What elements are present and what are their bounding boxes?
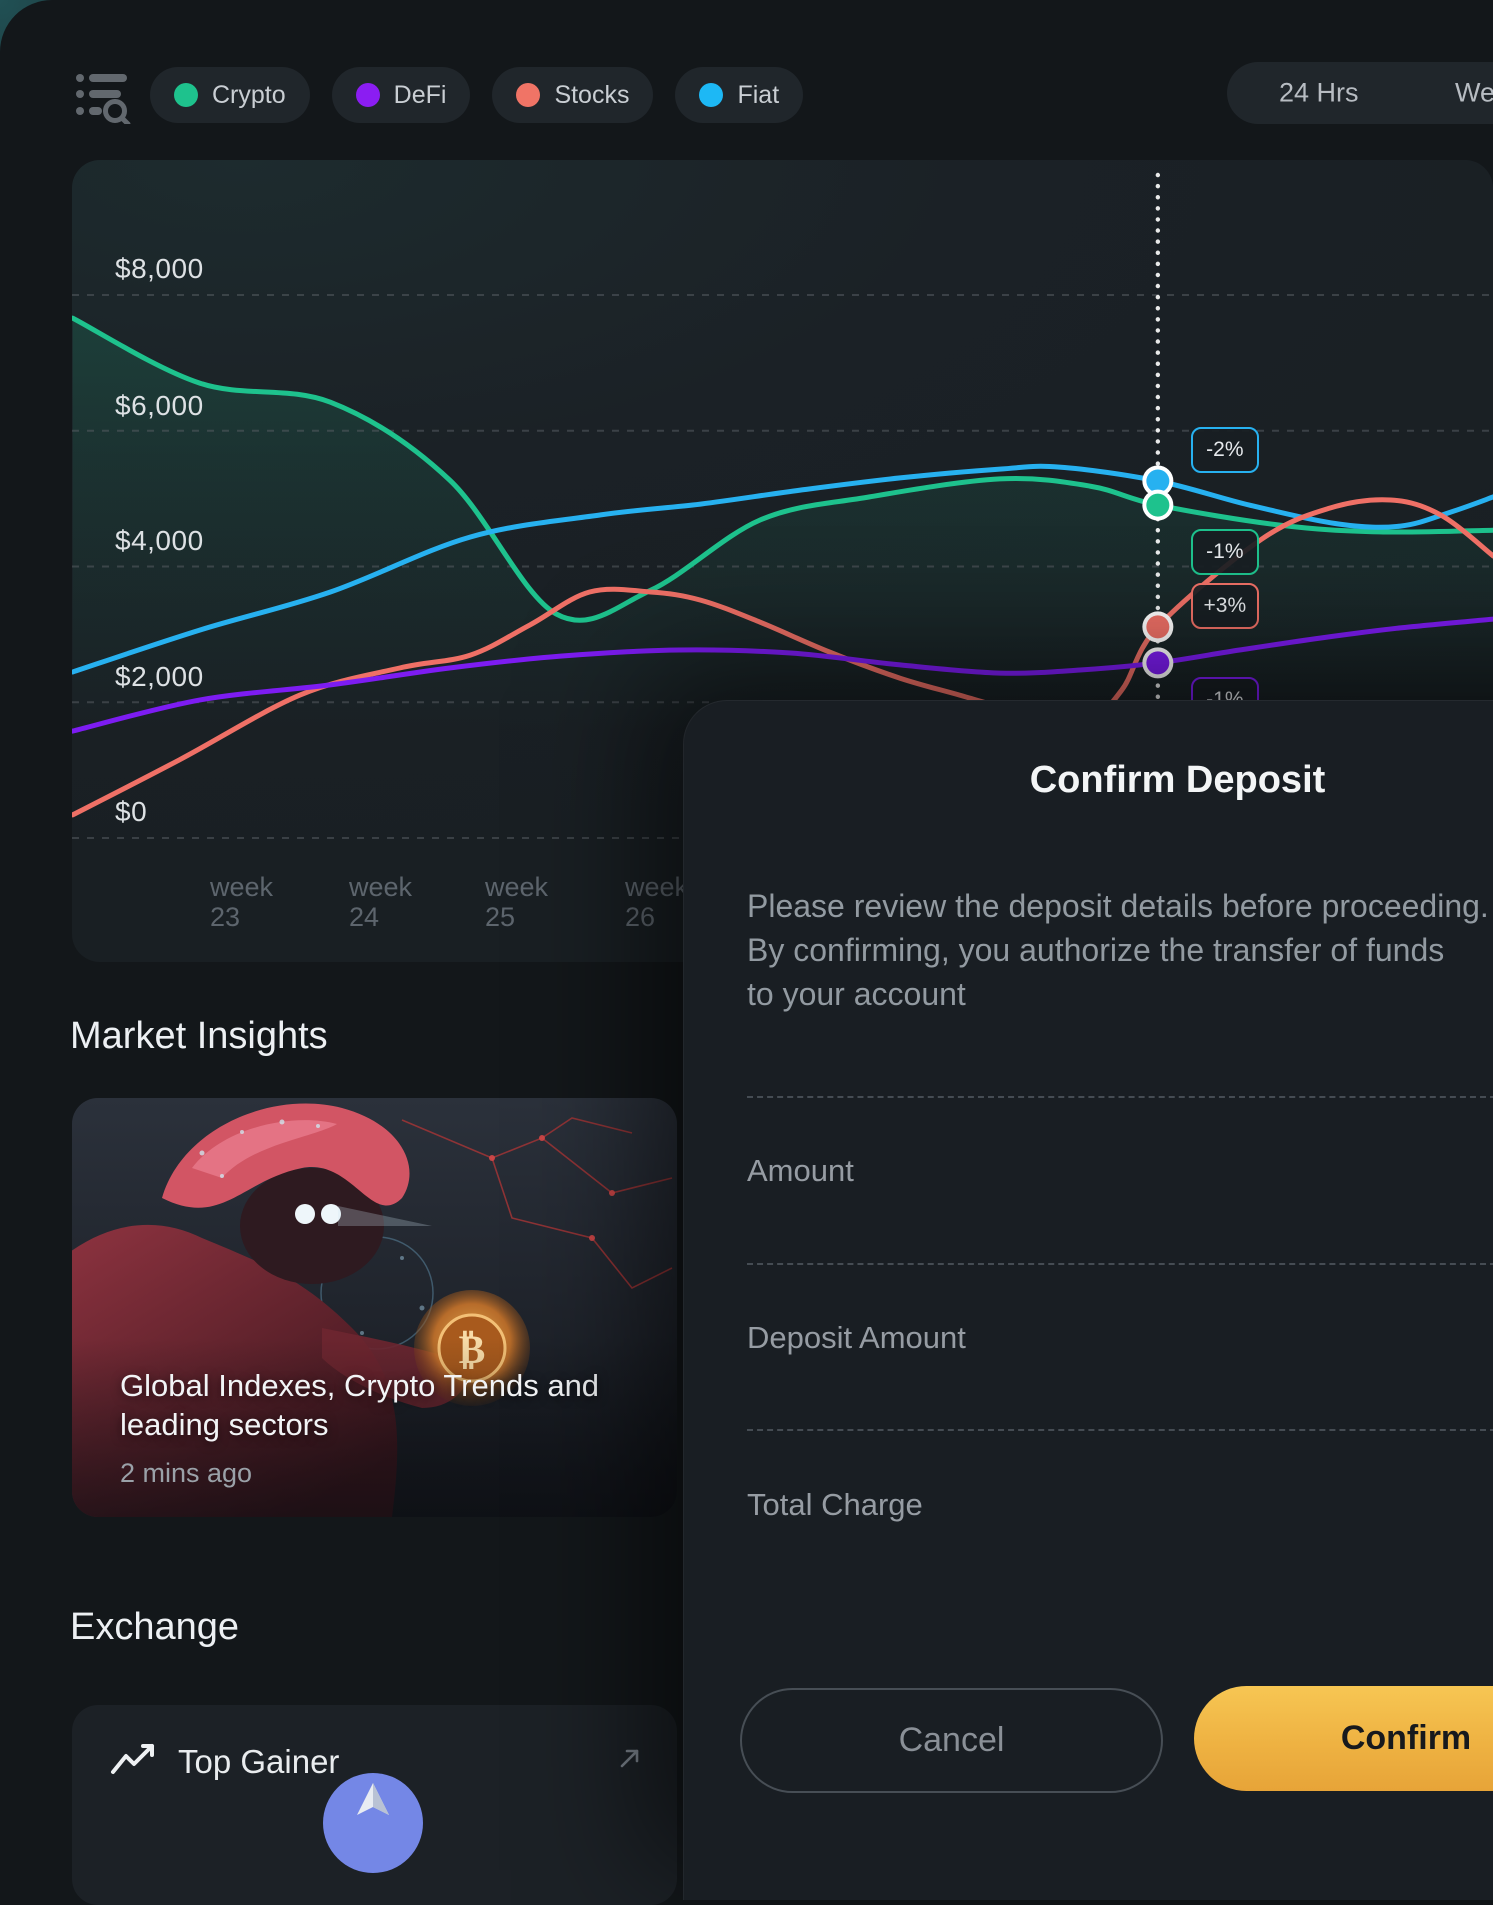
- exchange-heading: Exchange: [70, 1606, 240, 1648]
- divider: [747, 1096, 1493, 1098]
- trending-up-icon: [111, 1744, 154, 1774]
- open-link-arrow-icon[interactable]: [617, 1745, 643, 1771]
- field-label-total-charge: Total Charge: [747, 1487, 923, 1522]
- confirm-deposit-modal: Confirm Deposit Please review the deposi…: [683, 700, 1493, 1900]
- filter-chip-label: Fiat: [737, 80, 780, 109]
- series-line-defi: [72, 616, 1493, 734]
- top-gainer-card[interactable]: Top Gainer: [72, 1705, 677, 1905]
- divider: [747, 1263, 1493, 1265]
- filter-chip-defi[interactable]: DeFi: [331, 67, 471, 123]
- filter-chip-stocks[interactable]: Stocks: [492, 67, 654, 123]
- y-axis-label: $4,000: [115, 525, 204, 556]
- x-axis-label: week 26: [625, 872, 689, 932]
- series-line-crypto: [72, 315, 1493, 623]
- change-badge-crypto: -1%: [1190, 529, 1259, 576]
- confirm-button[interactable]: Confirm: [1194, 1686, 1493, 1791]
- top-gainer-coin-icon: [323, 1773, 423, 1873]
- y-axis-label: $8,000: [115, 253, 204, 284]
- x-axis-label: week 23: [210, 872, 274, 932]
- change-badge-fiat: -2%: [1190, 426, 1259, 473]
- cancel-button[interactable]: Cancel: [740, 1688, 1163, 1793]
- change-badge-stocks: +3%: [1190, 582, 1259, 629]
- market-insight-card[interactable]: ₿ Global Indexes, Crypto Trends and lead…: [72, 1098, 677, 1517]
- defi-dot-icon: [355, 83, 380, 107]
- marker-fiat[interactable]: [1146, 469, 1170, 493]
- series-line-fiat: [72, 463, 1493, 675]
- time-range-selector[interactable]: 24 Hrs Week: [1227, 62, 1493, 124]
- y-axis-label: $6,000: [115, 390, 204, 421]
- fiat-dot-icon: [699, 83, 724, 107]
- filter-chip-label: Stocks: [554, 80, 630, 109]
- insight-card-timestamp: 2 mins ago: [120, 1458, 253, 1488]
- filter-chip-label: DeFi: [393, 80, 447, 109]
- time-range-week[interactable]: Week: [1455, 77, 1493, 108]
- y-axis-label: $0: [115, 796, 148, 827]
- filter-chip-fiat[interactable]: Fiat: [675, 67, 804, 123]
- filter-chip-crypto[interactable]: Crypto: [150, 67, 310, 123]
- modal-description: Please review the deposit details before…: [747, 888, 1489, 1012]
- insight-card-image: ₿: [72, 1098, 677, 1517]
- top-gainer-label: Top Gainer: [178, 1743, 340, 1780]
- filter-chip-row: Crypto DeFi Stocks Fiat: [150, 67, 804, 123]
- time-range-24hrs[interactable]: 24 Hrs: [1279, 77, 1359, 108]
- header: Crypto DeFi Stocks Fiat 24 Hrs Week: [0, 0, 1493, 150]
- marker-stocks[interactable]: [1146, 615, 1170, 639]
- field-label-deposit-amount: Deposit Amount: [747, 1320, 966, 1355]
- y-axis-label: $2,000: [115, 661, 204, 692]
- x-axis-label: week 24: [349, 872, 413, 932]
- x-axis-label: week 25: [485, 872, 549, 932]
- field-label-amount: Amount: [747, 1153, 854, 1188]
- marker-defi[interactable]: [1146, 651, 1170, 675]
- crypto-dot-icon: [174, 83, 198, 107]
- modal-title: Confirm Deposit: [1029, 759, 1326, 801]
- divider: [747, 1429, 1493, 1431]
- list-search-icon[interactable]: [75, 70, 133, 124]
- insight-card-title: Global Indexes, Crypto Trends and leadin…: [120, 1368, 600, 1442]
- filter-chip-label: Crypto: [212, 80, 286, 109]
- marker-crypto[interactable]: [1146, 493, 1170, 517]
- market-insights-heading: Market Insights: [70, 1015, 328, 1057]
- stocks-dot-icon: [516, 83, 541, 107]
